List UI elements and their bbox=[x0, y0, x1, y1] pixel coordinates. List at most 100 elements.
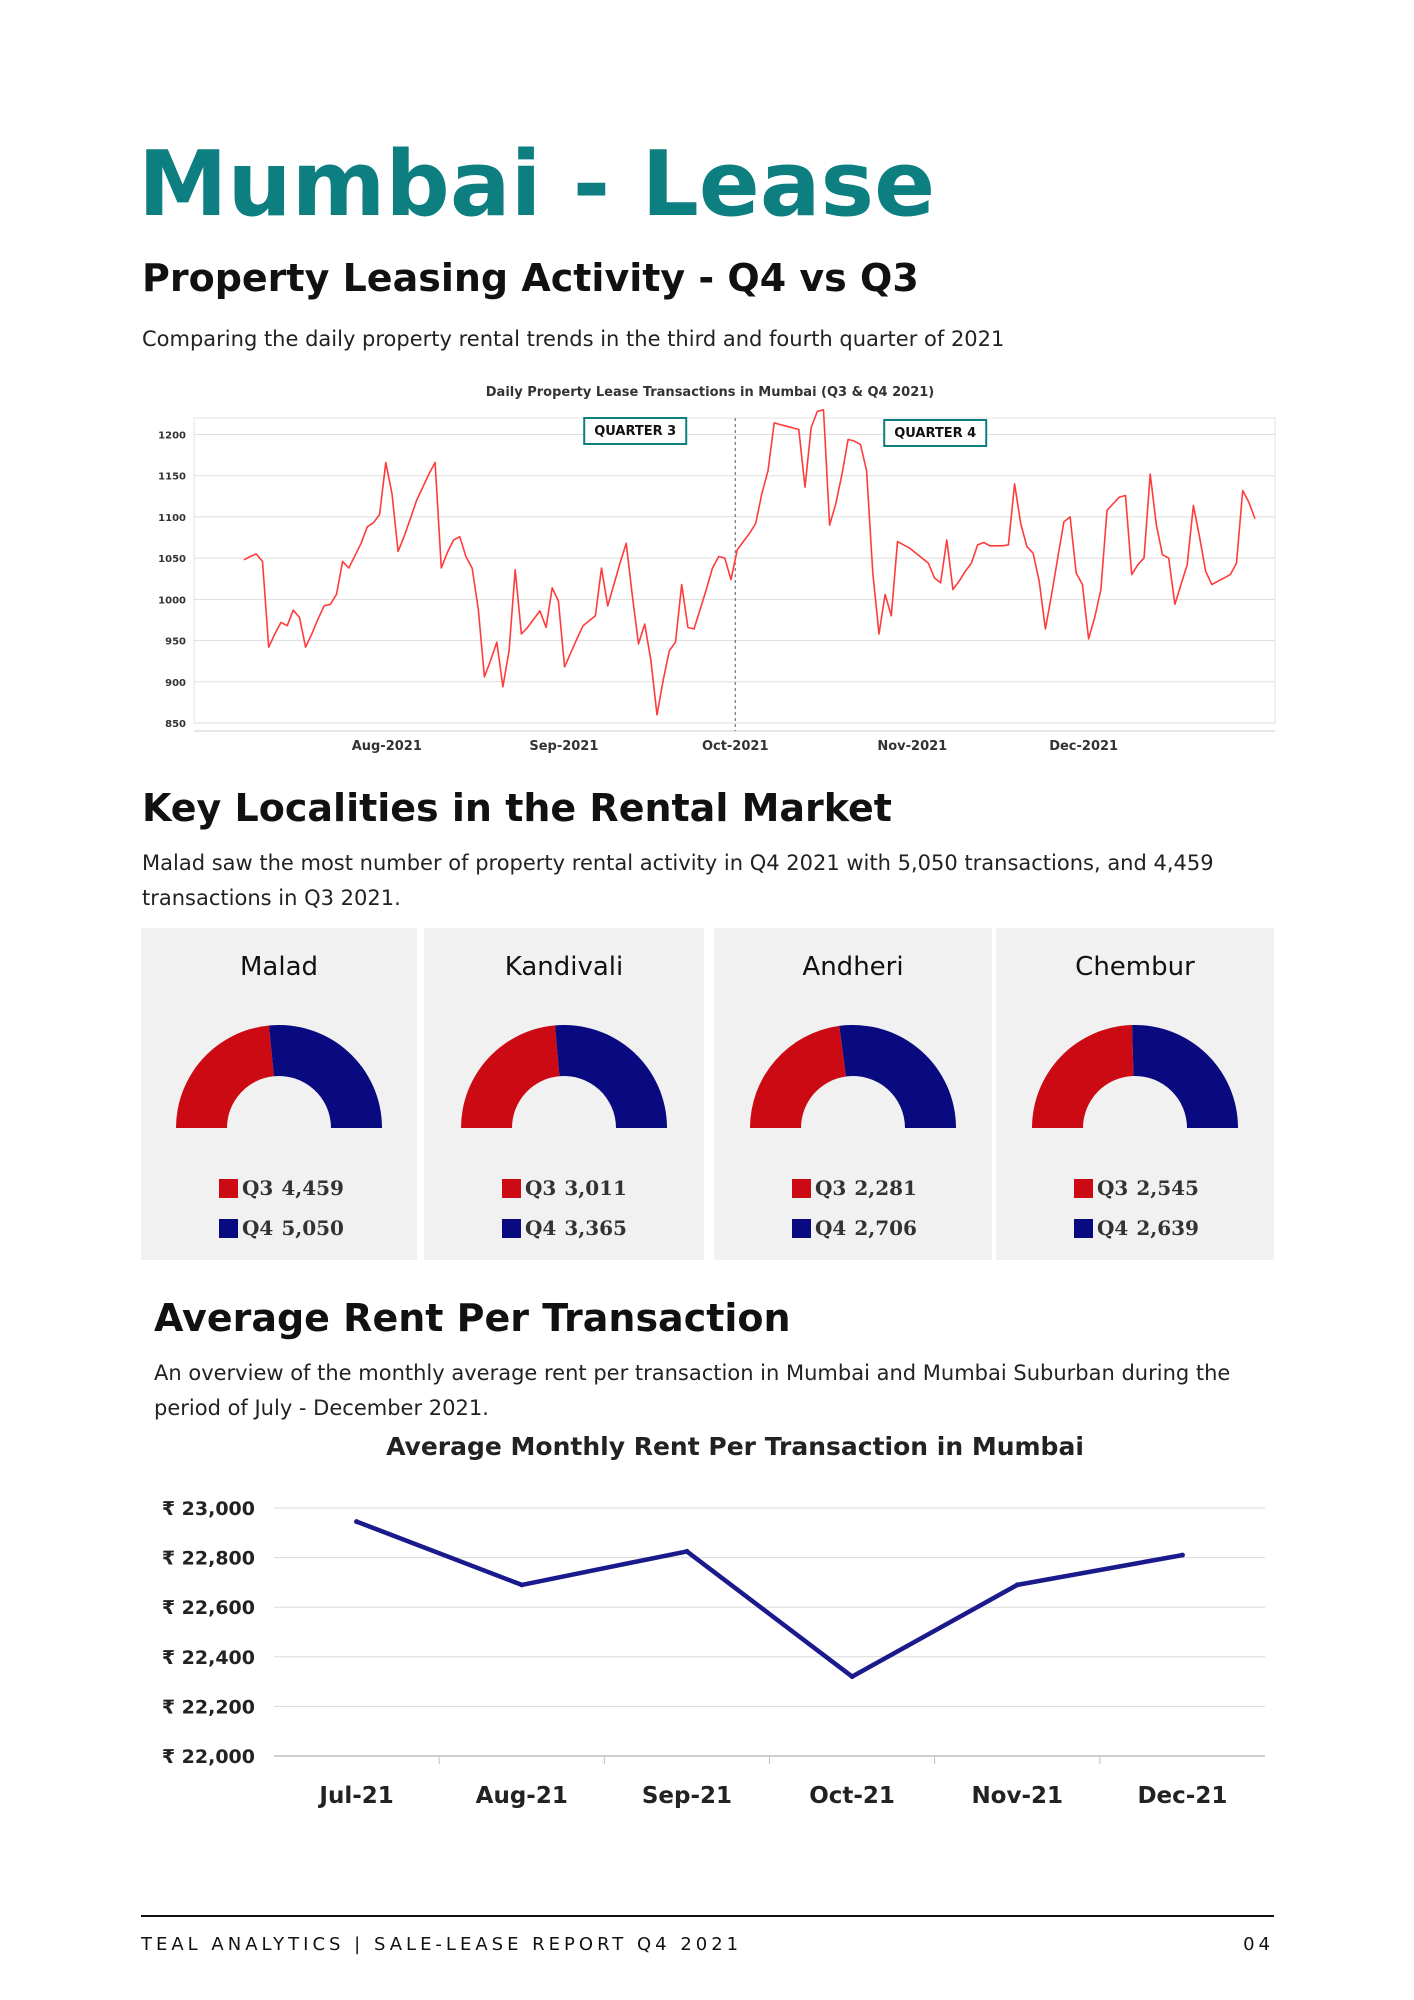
y-tick-label: 1000 bbox=[158, 595, 186, 606]
gauge-segment-q3 bbox=[750, 1025, 847, 1128]
x-tick-label: Sep-21 bbox=[642, 1783, 732, 1809]
y-tick-label: ₹ 22,800 bbox=[162, 1548, 255, 1570]
x-tick-label: Dec-21 bbox=[1137, 1783, 1227, 1809]
footer-divider bbox=[141, 1915, 1274, 1917]
section-heading-leasing-activity: Property Leasing Activity - Q4 vs Q3 bbox=[142, 256, 919, 300]
footer-page-number: 04 bbox=[1243, 1934, 1274, 1955]
legend-value: 4,459 bbox=[281, 1176, 344, 1200]
gauge-segment-q3 bbox=[1032, 1025, 1134, 1128]
legend-series-name: Q4 bbox=[525, 1216, 557, 1240]
section-text-leasing-activity: Comparing the daily property rental tren… bbox=[142, 327, 1005, 351]
y-tick-label: ₹ 23,000 bbox=[162, 1498, 255, 1520]
legend-series-name: Q4 bbox=[1097, 1216, 1129, 1240]
chart-title: Average Monthly Rent Per Transaction in … bbox=[386, 1432, 1084, 1461]
y-tick-label: 1050 bbox=[158, 554, 186, 565]
x-tick-label: Sep-2021 bbox=[529, 739, 598, 754]
locality-gauge bbox=[1032, 1024, 1238, 1128]
legend-swatch bbox=[1074, 1218, 1093, 1238]
avg-rent-line bbox=[354, 1519, 1185, 1679]
legend-q3: Q3 3,011 bbox=[502, 1176, 627, 1200]
section-text-key-localities: Malad saw the most number of property re… bbox=[142, 851, 1214, 910]
chart-title: Daily Property Lease Transactions in Mum… bbox=[486, 385, 934, 400]
avg-rent-chart: Average Monthly Rent Per Transaction in … bbox=[162, 1432, 1265, 1809]
legend-value: 2,706 bbox=[854, 1216, 917, 1240]
quarter-box bbox=[583, 417, 688, 445]
daily-series-line bbox=[243, 408, 1256, 716]
section-heading-avg-rent: Average Rent Per Transaction bbox=[154, 1296, 791, 1340]
avg-rent-point bbox=[354, 1519, 360, 1525]
locality-card-chembur: Chembur Q3 2,545 Q4 2,639 bbox=[996, 928, 1274, 1260]
legend-value: 2,545 bbox=[1136, 1176, 1199, 1200]
locality-gauge bbox=[461, 1024, 667, 1128]
locality-name: Malad bbox=[239, 952, 319, 982]
y-tick-label: 900 bbox=[165, 678, 186, 689]
y-tick-label: 1200 bbox=[158, 430, 186, 441]
quarter-text: QUARTER 4 bbox=[894, 426, 976, 441]
y-tick-label: 1100 bbox=[158, 513, 186, 524]
y-tick-label: 1150 bbox=[158, 472, 186, 483]
y-tick-label: ₹ 22,000 bbox=[162, 1746, 255, 1768]
x-tick-label: Aug-2021 bbox=[352, 739, 422, 754]
gauge-segment-q4 bbox=[268, 1024, 382, 1128]
footer-report-title: TEAL ANALYTICS | SALE-LEASE REPORT Q4 20… bbox=[141, 1934, 743, 1955]
locality-name: Kandivali bbox=[504, 952, 624, 982]
legend-value: 2,639 bbox=[1136, 1216, 1199, 1240]
gauge-segment-q4 bbox=[1132, 1024, 1238, 1128]
locality-card-kandivali: Kandivali Q3 3,011 Q4 3,365 bbox=[424, 928, 704, 1260]
legend-swatch bbox=[792, 1218, 811, 1238]
locality-gauge bbox=[750, 1024, 956, 1128]
plot-area bbox=[193, 417, 1276, 724]
x-tick-label: Oct-21 bbox=[809, 1783, 895, 1809]
legend-swatch bbox=[502, 1218, 521, 1238]
section-text-avg-rent: An overview of the monthly average rent … bbox=[154, 1361, 1231, 1420]
x-tick-label: Aug-21 bbox=[476, 1783, 568, 1809]
legend-q4: Q4 5,050 bbox=[219, 1216, 344, 1240]
x-tick-label: Dec-2021 bbox=[1049, 739, 1118, 754]
avg-rent-point bbox=[519, 1582, 525, 1588]
legend-q3: Q3 2,281 bbox=[792, 1176, 917, 1200]
locality-cards: Malad Q3 4,459 Q4 5,050 Kandivali Q3 3,011 Q4 3,3… bbox=[141, 928, 1274, 1260]
quarter-3-label: QUARTER 3 bbox=[583, 417, 688, 445]
legend-series-name: Q4 bbox=[242, 1216, 274, 1240]
gauge-segment-q4 bbox=[555, 1024, 667, 1128]
legend-swatch bbox=[219, 1218, 238, 1238]
x-tick-label: Jul-21 bbox=[317, 1783, 393, 1809]
legend-swatch bbox=[502, 1178, 521, 1198]
legend-series-name: Q4 bbox=[815, 1216, 847, 1240]
legend-swatch bbox=[1074, 1178, 1093, 1198]
locality-card-andheri: Andheri Q3 2,281 Q4 2,706 bbox=[714, 928, 992, 1260]
locality-name: Andheri bbox=[802, 952, 904, 982]
legend-q3: Q3 2,545 bbox=[1074, 1176, 1199, 1200]
legend-series-name: Q3 bbox=[525, 1176, 557, 1200]
legend-q3: Q3 4,459 bbox=[219, 1176, 344, 1200]
avg-rent-point bbox=[1179, 1552, 1185, 1558]
daily-lease-chart: Daily Property Lease Transactions in Mum… bbox=[158, 385, 1276, 754]
gauge-segment-q3 bbox=[176, 1025, 274, 1128]
locality-gauge bbox=[176, 1024, 382, 1128]
legend-swatch bbox=[219, 1178, 238, 1198]
x-tick-label: Nov-21 bbox=[971, 1783, 1063, 1809]
x-tick-label: Oct-2021 bbox=[702, 739, 769, 754]
y-tick-label: ₹ 22,200 bbox=[162, 1696, 255, 1718]
quarter-box bbox=[883, 419, 988, 447]
avg-rent-point bbox=[684, 1548, 690, 1554]
legend-value: 5,050 bbox=[281, 1216, 344, 1240]
legend-q4: Q4 2,706 bbox=[792, 1216, 917, 1240]
legend-series-name: Q3 bbox=[815, 1176, 847, 1200]
gauge-segment-q4 bbox=[839, 1024, 956, 1128]
locality-card-malad: Malad Q3 4,459 Q4 5,050 bbox=[141, 928, 417, 1260]
y-tick-label: 950 bbox=[165, 637, 186, 648]
page-title: Mumbai - Lease bbox=[138, 132, 936, 237]
legend-q4: Q4 3,365 bbox=[502, 1216, 627, 1240]
legend-value: 2,281 bbox=[854, 1176, 917, 1200]
x-tick-label: Nov-2021 bbox=[877, 739, 947, 754]
avg-rent-point bbox=[1014, 1582, 1020, 1588]
legend-series-name: Q3 bbox=[242, 1176, 274, 1200]
legend-value: 3,365 bbox=[564, 1216, 627, 1240]
y-tick-label: ₹ 22,600 bbox=[162, 1597, 255, 1619]
legend-series-name: Q3 bbox=[1097, 1176, 1129, 1200]
section-heading-key-localities: Key Localities in the Rental Market bbox=[142, 786, 892, 830]
legend-value: 3,011 bbox=[564, 1176, 627, 1200]
avg-rent-point bbox=[849, 1674, 855, 1680]
legend-swatch bbox=[792, 1178, 811, 1198]
